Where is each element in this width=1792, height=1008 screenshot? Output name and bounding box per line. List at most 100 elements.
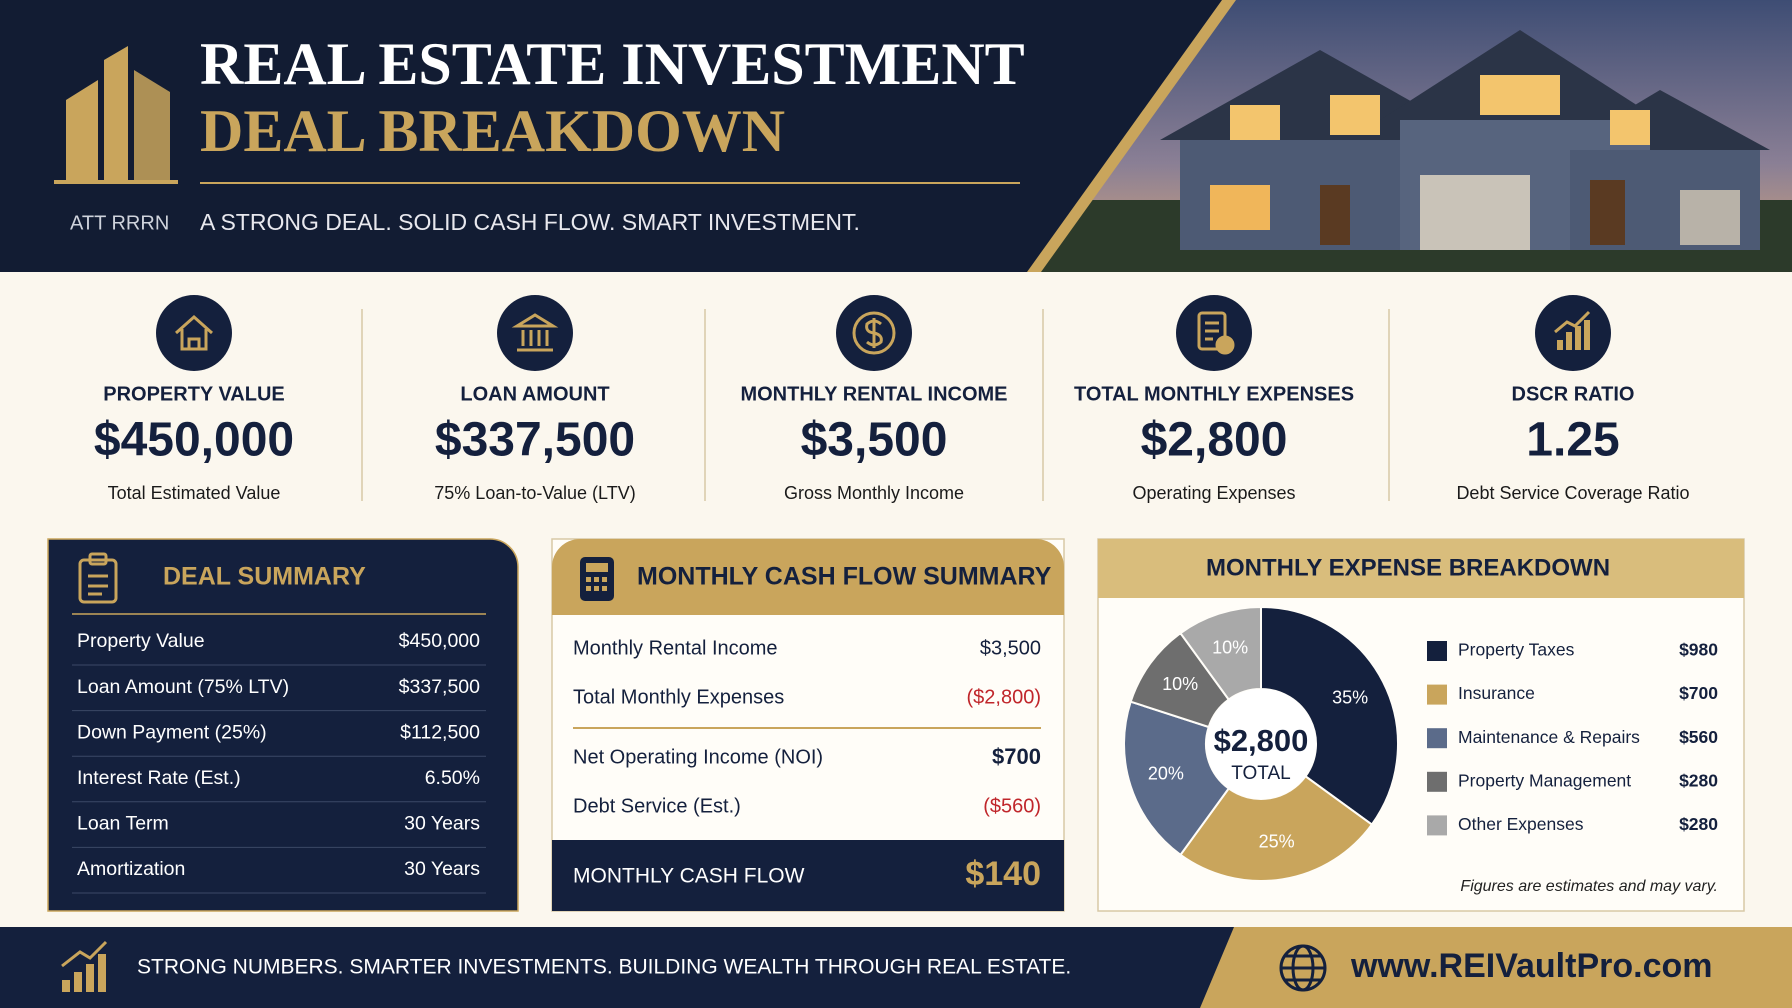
title-line-2: DEAL BREAKDOWN <box>200 98 785 164</box>
metric-icon-bg <box>156 295 232 371</box>
donut-chart: 35% Property Taxes $980 25% Insurance $700 20%… <box>1123 605 1718 882</box>
icon-shape <box>1205 321 1219 341</box>
footer-url[interactable]: www.REIVaultPro.com <box>1350 947 1712 985</box>
metric-note: Debt Service Coverage Ratio <box>1456 483 1689 503</box>
metric-icon-bg <box>1176 295 1252 371</box>
pie-slice <box>1123 700 1231 857</box>
legend-label: Insurance <box>1458 683 1535 703</box>
row-label: Interest Rate (Est.) <box>77 767 241 789</box>
row-value: $450,000 <box>399 630 480 652</box>
row-value: $112,500 <box>400 721 480 743</box>
legend-amount: $980 <box>1679 640 1718 660</box>
slice-label: 10% <box>1162 674 1198 694</box>
cash-total-band <box>552 840 1064 911</box>
globe-icon <box>1279 944 1327 992</box>
metric-value: $337,500 <box>435 414 635 467</box>
row-label: Net Operating Income (NOI) <box>573 746 823 768</box>
legend-label: Other Expenses <box>1458 814 1584 834</box>
metric-value: $450,000 <box>94 414 294 467</box>
row-value: 30 Years <box>404 858 480 880</box>
row-label: Total Monthly Expenses <box>573 686 784 708</box>
metric-label: MONTHLY RENTAL INCOME <box>740 383 1007 405</box>
row-label: Amortization <box>77 858 185 880</box>
row-value: ($2,800) <box>967 686 1042 708</box>
metric-icon-bg <box>1535 295 1611 371</box>
expense-header <box>1098 539 1744 598</box>
metric-note: Gross Monthly Income <box>784 483 964 503</box>
icon-shape <box>852 311 896 355</box>
cash-total-label: MONTHLY CASH FLOW <box>573 865 805 888</box>
icon-shape <box>1575 326 1581 350</box>
metric-icon <box>511 313 559 352</box>
icon-shape <box>1584 320 1590 350</box>
deal-summary-title: DEAL SUMMARY <box>163 563 366 591</box>
slice-label: 20% <box>1148 764 1184 784</box>
metric-label: LOAN AMOUNT <box>460 383 609 405</box>
legend-swatch <box>1427 771 1447 792</box>
center-value: $2,800 <box>1214 723 1309 758</box>
legend-swatch <box>1427 684 1447 705</box>
row-label: Loan Term <box>77 813 169 835</box>
row-value: $3,500 <box>980 637 1041 659</box>
metric-icon <box>852 311 896 355</box>
cash-total-value: $140 <box>965 855 1041 893</box>
deal-rows: Property Value $450,000 Loan Amount (75% L… <box>72 630 486 894</box>
footer-gold <box>1200 927 1792 1008</box>
cash-rows: Monthly Rental Income $3,500 Total Monthly… <box>573 637 1041 817</box>
metric-value: $2,800 <box>1141 414 1288 467</box>
cash-flow-header <box>552 539 1064 615</box>
metric-icon-bg <box>497 295 573 371</box>
growth-icon <box>61 940 108 992</box>
donut-hole <box>1206 689 1316 799</box>
row-label: Property Value <box>77 630 205 652</box>
cash-flow-title: MONTHLY CASH FLOW SUMMARY <box>637 563 1052 591</box>
row-label: Monthly Rental Income <box>573 637 778 659</box>
legend-amount: $280 <box>1679 770 1718 790</box>
metric-icon <box>175 314 213 351</box>
house-photo <box>1034 0 1792 272</box>
row-value: $337,500 <box>399 676 480 698</box>
slice-label: 25% <box>1259 832 1295 852</box>
legend-label: Property Taxes <box>1458 640 1575 660</box>
legend-label: Property Management <box>1458 770 1631 790</box>
legend-label: Maintenance & Repairs <box>1458 727 1640 747</box>
legend-swatch <box>1427 815 1447 836</box>
legend-swatch <box>1427 728 1447 749</box>
metric-label: TOTAL MONTHLY EXPENSES <box>1074 383 1354 405</box>
legend-swatch <box>1427 641 1447 661</box>
gold-stripe <box>1027 0 1236 272</box>
footer-tagline: STRONG NUMBERS. SMARTER INVESTMENTS. BUI… <box>137 956 1071 979</box>
icon-shape <box>1215 335 1235 355</box>
center-label: TOTAL <box>1231 763 1290 784</box>
row-value: $700 <box>992 744 1041 769</box>
logo-text: ATT RRRN <box>70 212 169 234</box>
clipboard-icon <box>78 552 118 604</box>
icon-shape <box>865 318 883 348</box>
icon-shape <box>1557 340 1563 350</box>
chart-note: Figures are estimates and may vary. <box>1460 878 1718 895</box>
icon-shape <box>511 313 559 352</box>
icon-shape <box>1554 310 1591 334</box>
calculator-icon <box>580 557 614 601</box>
metric-note: Total Estimated Value <box>108 483 281 503</box>
row-value: 6.50% <box>425 767 480 789</box>
title-line-1: REAL ESTATE INVESTMENT <box>200 31 1025 97</box>
row-label: Down Payment (25%) <box>77 721 267 743</box>
metric-note: 75% Loan-to-Value (LTV) <box>434 483 635 503</box>
metric-value: 1.25 <box>1526 414 1619 467</box>
logo-icon <box>54 46 178 184</box>
chart-title: MONTHLY EXPENSE BREAKDOWN <box>1206 554 1610 581</box>
legend-amount: $280 <box>1679 814 1718 834</box>
tagline: A STRONG DEAL. SOLID CASH FLOW. SMART IN… <box>200 209 860 235</box>
icon-shape <box>175 314 213 351</box>
metric-note: Operating Expenses <box>1132 483 1295 503</box>
icon-shape <box>1566 332 1572 350</box>
row-value: ($560) <box>983 795 1041 817</box>
metric-label: PROPERTY VALUE <box>103 383 285 405</box>
slice-label: 35% <box>1332 687 1368 707</box>
metric-value: $3,500 <box>801 414 948 467</box>
legend-amount: $700 <box>1679 683 1718 703</box>
slice-label: 10% <box>1212 638 1248 658</box>
